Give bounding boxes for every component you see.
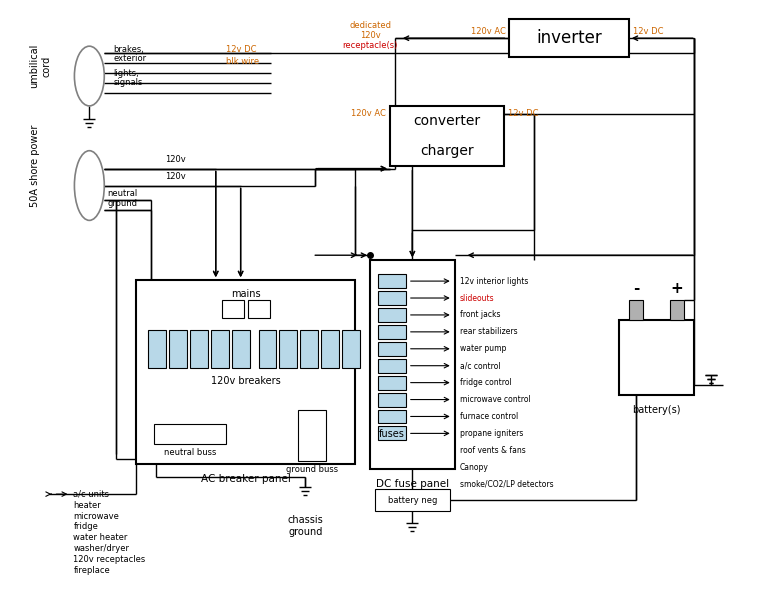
Text: dedicated: dedicated [349,21,391,30]
Bar [136,280,355,464]
Text: +: + [670,281,683,296]
Bar [375,489,450,511]
Text: converter: converter [414,114,481,128]
Bar [378,359,406,373]
Text: battery neg: battery neg [387,496,437,504]
Text: fridge control: fridge control [460,378,511,387]
Text: slideouts: slideouts [460,294,494,303]
Bar [378,342,406,356]
Bar [148,330,166,368]
Text: water heater: water heater [73,533,128,542]
Text: Canopy: Canopy [460,463,489,472]
Text: ground buss: ground buss [286,465,339,474]
Text: 120v: 120v [360,31,380,40]
Bar [378,308,406,322]
Text: lights,: lights, [113,69,139,77]
Text: exterior: exterior [113,54,146,63]
Text: -: - [632,281,639,296]
Text: a/c units: a/c units [73,490,110,499]
Text: 120v breakers: 120v breakers [211,376,281,386]
Text: umbilical
cord: umbilical cord [30,44,51,88]
Text: charger: charger [420,144,474,158]
Bar [378,426,406,440]
Text: front jacks: front jacks [460,310,500,320]
Text: blk wire: blk wire [226,57,259,66]
Text: 120v: 120v [166,172,186,181]
Text: 120v AC: 120v AC [351,109,386,118]
Bar [169,330,187,368]
Text: neutral buss: neutral buss [164,448,216,457]
Text: receptacle(s): receptacle(s) [342,40,398,50]
Text: rear stabilizers: rear stabilizers [460,327,517,336]
Bar [247,300,269,318]
Text: microwave: microwave [73,512,119,521]
Bar [154,425,226,445]
Bar [231,330,250,368]
Text: 50A shore power: 50A shore power [30,124,40,207]
Text: signals: signals [113,77,142,86]
Text: mains: mains [231,289,260,299]
Text: 12v DC: 12v DC [633,27,664,36]
Text: microwave control: microwave control [460,395,530,404]
Bar [190,330,208,368]
Bar [619,320,693,394]
Bar [301,330,318,368]
Bar [321,330,339,368]
Text: DC fuse panel: DC fuse panel [376,479,449,489]
Text: roof vents & fans: roof vents & fans [460,446,525,455]
Text: washer/dryer: washer/dryer [73,544,129,553]
Bar [378,291,406,305]
Text: 12v DC: 12v DC [508,109,539,118]
Bar [378,376,406,390]
Bar [378,274,406,288]
Text: AC breaker panel: AC breaker panel [201,474,291,484]
Text: propane igniters: propane igniters [460,429,523,438]
Text: heater: heater [73,501,101,510]
Text: fridge: fridge [73,522,98,532]
Text: furnace control: furnace control [460,412,518,421]
Bar [390,106,505,165]
Bar [342,330,360,368]
Text: brakes,: brakes, [113,45,144,54]
Text: 12v interior lights: 12v interior lights [460,277,528,286]
Bar [629,300,643,320]
Bar [670,300,683,320]
Bar [259,330,276,368]
Text: fuses: fuses [379,429,405,440]
Bar [378,325,406,339]
Text: inverter: inverter [537,29,602,47]
Bar [279,330,298,368]
Text: chassis
ground: chassis ground [288,515,323,536]
Text: 12v DC: 12v DC [226,45,256,54]
Text: 120v receptacles: 120v receptacles [73,555,145,564]
Text: neutral: neutral [107,190,138,199]
Bar [509,19,629,57]
Text: battery(s): battery(s) [632,405,680,414]
Bar [211,330,229,368]
Bar [370,260,454,469]
Text: water pump: water pump [460,344,506,353]
Text: a/c control: a/c control [460,361,500,370]
Bar [378,410,406,423]
Text: 120v: 120v [166,155,186,164]
Bar [298,410,326,461]
Text: 120v AC: 120v AC [470,27,505,36]
Bar [221,300,244,318]
Bar [378,393,406,406]
Text: smoke/CO2/LP detectors: smoke/CO2/LP detectors [460,480,553,489]
Text: fireplace: fireplace [73,567,110,575]
Text: ground: ground [107,199,137,208]
